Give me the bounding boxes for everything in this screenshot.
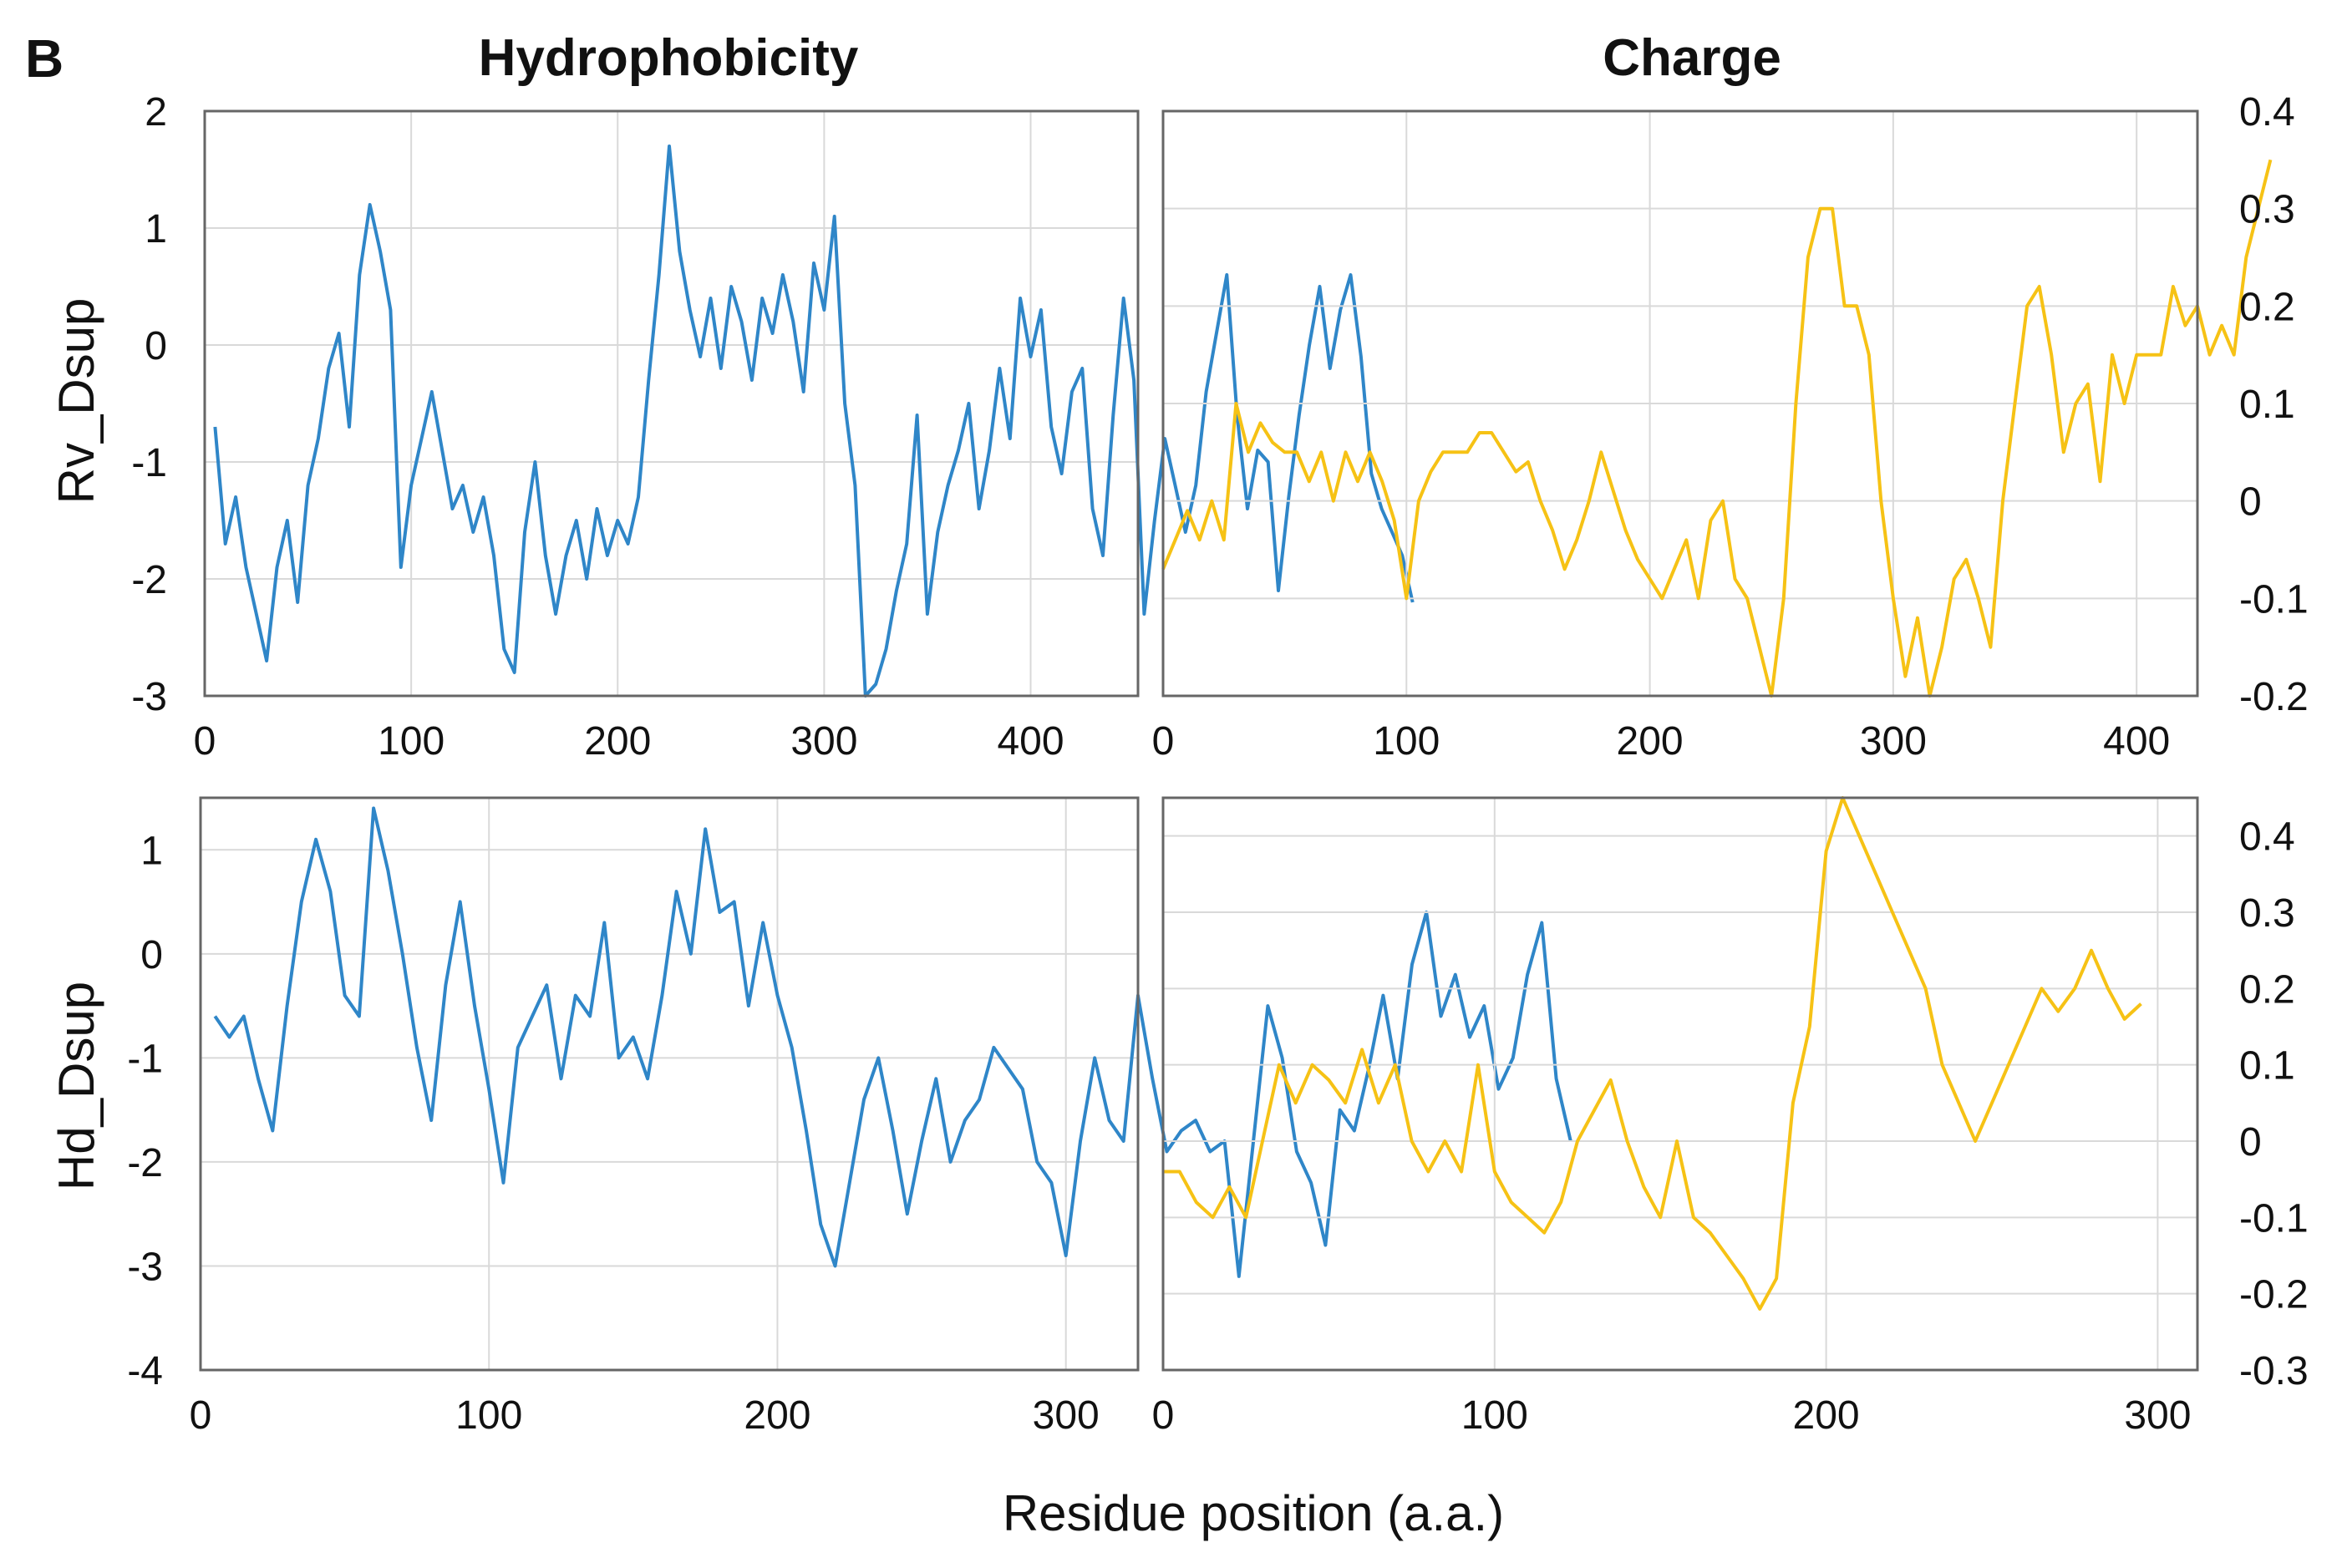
x-tick-label: 300: [790, 719, 857, 764]
y-tick-label: 0.3: [2239, 188, 2295, 232]
y-tick-label: 0.4: [2239, 90, 2295, 134]
y-tick-label: -3: [127, 1245, 163, 1289]
x-tick-label: 300: [2124, 1393, 2191, 1438]
panel-letter: B: [25, 28, 64, 89]
plot-frame: [199, 796, 1140, 1372]
y-tick-label: -2: [127, 1141, 163, 1185]
x-tick-label: 100: [1373, 719, 1440, 764]
chart-hd_charge: 0 100 200 300 -0.3 -0.2 -0.1 0 0.1 0.2 0.3 0.4: [1152, 796, 2309, 1438]
y-tick-label: 0: [145, 324, 167, 368]
y-tick-label: -0.2: [2239, 1273, 2309, 1317]
chart-rv_charge: 0 100 200 300 400 -0.2 -0.1 0 0.1 0.2 0.3 0.4: [1152, 90, 2309, 764]
x-tick-label: 100: [1461, 1393, 1528, 1438]
x-tick-label: 0: [194, 719, 216, 764]
y-tick-label: -4: [127, 1349, 163, 1393]
y-tick-label: -3: [131, 675, 167, 719]
x-tick-label: 200: [1617, 719, 1684, 764]
x-tick-label: 400: [997, 719, 1064, 764]
x-tick-label: 0: [1152, 719, 1175, 764]
row-label-hd: Hd_Dsup: [48, 982, 104, 1190]
y-tick-label: 0.1: [2239, 1044, 2295, 1088]
x-tick-label: 0: [190, 1393, 212, 1438]
y-tick-label: -1: [131, 441, 167, 485]
y-tick-label: -0.2: [2239, 675, 2309, 719]
y-tick-label: 0.1: [2239, 383, 2295, 427]
y-tick-label: -0.1: [2239, 577, 2309, 622]
x-tick-label: 200: [584, 719, 651, 764]
series-line-rv_charge: [1161, 159, 2273, 698]
y-tick-label: -0.3: [2239, 1349, 2309, 1393]
y-tick-label: 0.2: [2239, 967, 2295, 1012]
y-tick-label: -0.1: [2239, 1196, 2309, 1241]
chart-hd_hydro: 0 100 200 300 -4 -3 -2 -1 0 1: [127, 796, 1572, 1438]
y-tick-label: 0.4: [2239, 815, 2295, 860]
y-tick-label: 0: [2239, 480, 2262, 525]
row-label-rv: Rv_Dsup: [48, 298, 104, 505]
y-tick-label: -1: [127, 1037, 163, 1081]
y-tick-label: 0: [2239, 1120, 2262, 1165]
y-tick-label: 1: [145, 207, 167, 251]
y-tick-label: 0.3: [2239, 891, 2295, 936]
x-tick-label: 100: [455, 1393, 522, 1438]
x-tick-label: 300: [1033, 1393, 1100, 1438]
plot-frame: [203, 109, 1140, 698]
y-tick-label: 0.2: [2239, 285, 2295, 329]
x-tick-label: 100: [378, 719, 445, 764]
y-tick-label: 1: [140, 829, 163, 873]
x-axis-title: Residue position (a.a.): [1003, 1485, 1504, 1541]
series-line-hd_charge: [1163, 796, 2142, 1311]
column-title-charge: Charge: [1603, 29, 1781, 87]
chart-rv_hydro: 0 100 200 300 400 -3 -2 -1 0 1 2: [131, 90, 1415, 764]
y-tick-label: 2: [145, 90, 167, 134]
plot-frame: [1161, 796, 2199, 1372]
plot-frame: [1161, 109, 2199, 698]
x-tick-label: 200: [744, 1393, 810, 1438]
series-line-rv_hydro: [213, 145, 1415, 698]
x-tick-label: 0: [1152, 1393, 1175, 1438]
y-tick-label: 0: [140, 933, 163, 977]
y-tick-label: -2: [131, 558, 167, 602]
x-tick-label: 200: [1793, 1393, 1860, 1438]
x-tick-label: 300: [1860, 719, 1927, 764]
x-tick-label: 400: [2103, 719, 2170, 764]
column-title-hydrophobicity: Hydrophobicity: [479, 29, 859, 87]
series-line-hd_hydro: [213, 806, 1572, 1278]
